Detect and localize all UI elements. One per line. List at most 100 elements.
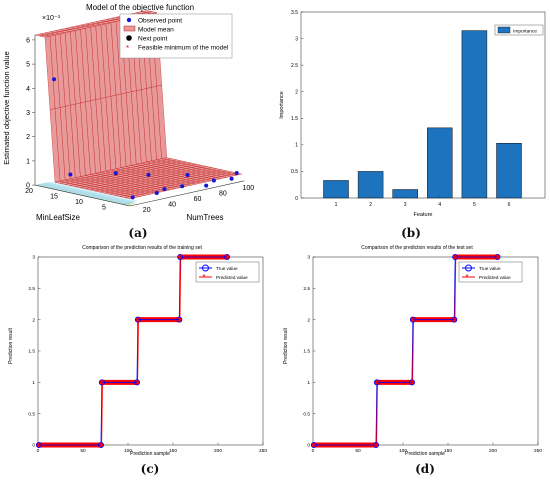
y-axis-label: Prediction result [8,327,14,363]
y-tick-label: 2 [307,317,310,323]
legend: True value * Predicted value [195,261,260,283]
x-tick-label: 4 [438,202,441,208]
observed-point [234,171,239,175]
training-comparison-chart: Comparison of the prediction results of … [8,245,267,457]
legend-marker-observed [126,17,132,23]
predicted-value-transition [376,382,378,446]
true-value-marker [176,316,183,323]
true-value-marker [373,379,380,386]
bar-feature-2 [357,171,384,199]
legend-marker-next-point [126,35,132,41]
true-value-transition [411,319,414,383]
z-tick-label: 6 [26,37,30,44]
bars-group: 0 0.5 1 1.5 2 2.5 3 3.5 1 2 3 4 5 6 [291,10,522,208]
caption-a: (a) [128,226,148,240]
minleafsize-axis-label: MinLeafSize [36,213,81,222]
legend-marker-pred: * [466,273,469,282]
legend-marker-feasible-min: * [126,44,129,53]
true-value-transition [453,256,456,320]
plot-area [312,256,539,446]
y-tick-label: 2 [32,317,35,323]
legend-label-feasible-min: Feasible minimum of the model [138,45,229,52]
observed-point [204,183,209,188]
legend: True value * Predicted value [458,261,523,283]
x-tick-label: 5 [473,202,476,208]
y-tick-label: 1.5 [28,349,35,355]
x-tick-label: 2 [369,202,372,208]
panel-objective-model: Model of the objective function ×10⁻³ Es… [0,0,275,245]
true-value-marker [373,441,380,448]
y-tick-label: 1 [295,143,298,149]
minleaf-tick-label: 10 [75,199,83,206]
numtrees-tick-label: 80 [219,190,227,197]
minleaf-tick-label: 20 [25,188,33,195]
x-tick-label: 100 [124,448,132,454]
chart-title: Comparison of the prediction results of … [82,245,202,251]
numtrees-tick-label: 100 [242,185,254,192]
legend-label-true: True value [479,266,501,271]
observed-point [185,173,190,178]
z-tick-label: 3 [26,110,30,117]
y-tick-label: 0.5 [303,411,310,417]
true-value-marker [494,253,501,260]
true-value-marker [409,316,416,323]
floor-contour [35,181,138,205]
true-value-marker [133,379,140,386]
y-tick-label: 2.5 [28,286,35,292]
predicted-value-transition [412,319,414,383]
x-tick-label: 0 [37,448,40,454]
bar-feature-4 [427,127,453,199]
caption-d: (d) [415,462,435,476]
true-value-marker [134,316,141,323]
y-tick-label: 2 [295,90,298,96]
x-axis-label: Feature [414,212,433,218]
y-tick-label: 0 [295,196,298,202]
legend-label-pred: Predicted value [479,275,511,280]
observed-point [52,77,57,82]
legend: Observed point Model mean Next point * F… [119,13,233,59]
legend-marker-pred: * [203,273,206,282]
y-axis-label: Importance [279,91,285,119]
z-axis-label: Estimated objective function value [2,51,11,164]
observed-point [130,195,135,200]
legend-label-model-mean: Model mean [138,27,174,34]
observed-point [229,176,234,181]
observed-point [146,172,151,177]
x-tick-label: 150 [444,448,452,454]
legend-marker-true [202,264,209,272]
observed-point [154,191,159,196]
x-tick-label: 6 [508,202,511,208]
x-tick-label: 50 [355,448,361,454]
observed-point [211,178,216,183]
legend-box [119,13,233,59]
bar-feature-1 [323,180,349,199]
feature-importance-chart: Importance Feature Importance 0 0.5 1 1.5 2 2… [279,10,546,218]
true-value-marker [98,441,105,448]
x-tick-label: 3 [404,202,407,208]
chart-title: Model of the objective function [86,3,194,12]
predicted-value-transition [179,256,182,320]
true-value-marker [98,379,105,386]
x-tick-label: 200 [214,448,222,454]
y-tick-label: 0 [32,443,35,449]
numtrees-tick-label: 60 [194,196,202,203]
y-axis-label: Prediction result [283,327,289,363]
axis-line [34,184,131,207]
y-tick-label: 1 [32,380,35,386]
observed-point [162,187,167,192]
minleaf-tick-label: 15 [50,194,58,201]
numtrees-tick-label: 20 [143,207,151,214]
x-tick-label: 0 [312,448,315,454]
y-tick-label: 0.5 [28,411,35,417]
z-tick-label: 5 [26,62,30,69]
observed-point [180,184,185,189]
x-axis-label: Prediction sample [405,451,445,457]
y-tick-label: 0.5 [291,169,298,175]
true-value-marker [35,441,42,448]
predicted-value-transition [137,319,139,383]
y-tick-label: 1 [307,380,310,386]
y-tick-label: 3.5 [291,10,298,16]
legend-label-true: True value [216,266,238,271]
legend-label-next-point: Next point [138,36,167,43]
observed-point [113,171,118,176]
